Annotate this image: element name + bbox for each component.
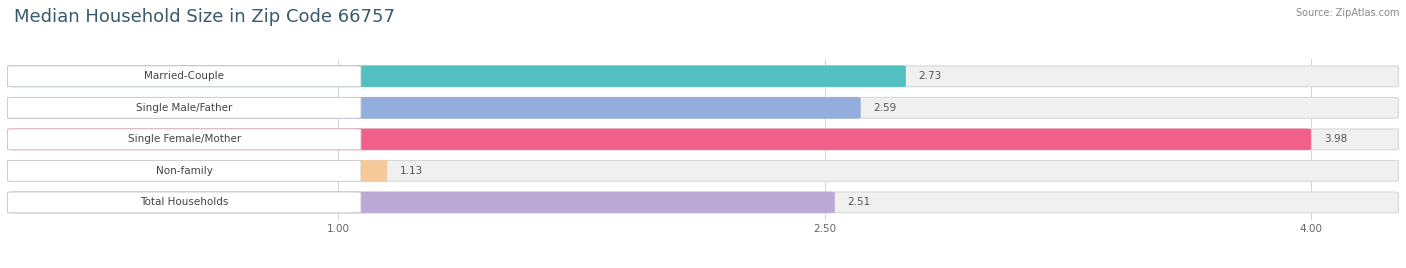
FancyBboxPatch shape <box>7 98 1399 118</box>
Text: 2.73: 2.73 <box>918 71 942 81</box>
FancyBboxPatch shape <box>7 66 361 87</box>
Text: Median Household Size in Zip Code 66757: Median Household Size in Zip Code 66757 <box>14 8 395 26</box>
FancyBboxPatch shape <box>7 129 1310 150</box>
FancyBboxPatch shape <box>7 192 1399 213</box>
Text: 3.98: 3.98 <box>1324 134 1347 144</box>
Text: 2.59: 2.59 <box>873 103 897 113</box>
FancyBboxPatch shape <box>7 192 834 213</box>
FancyBboxPatch shape <box>7 98 361 118</box>
FancyBboxPatch shape <box>7 66 1399 87</box>
Text: Non-family: Non-family <box>156 166 212 176</box>
FancyBboxPatch shape <box>7 161 387 181</box>
FancyBboxPatch shape <box>7 129 361 150</box>
FancyBboxPatch shape <box>7 129 1399 150</box>
Text: Source: ZipAtlas.com: Source: ZipAtlas.com <box>1295 8 1399 18</box>
FancyBboxPatch shape <box>7 192 361 213</box>
FancyBboxPatch shape <box>7 98 860 118</box>
Text: Single Female/Mother: Single Female/Mother <box>128 134 240 144</box>
FancyBboxPatch shape <box>7 161 1399 181</box>
Text: 2.51: 2.51 <box>848 198 870 207</box>
FancyBboxPatch shape <box>7 66 905 87</box>
Text: 1.13: 1.13 <box>399 166 423 176</box>
FancyBboxPatch shape <box>7 161 361 181</box>
Text: Married-Couple: Married-Couple <box>145 71 225 81</box>
Text: Single Male/Father: Single Male/Father <box>136 103 232 113</box>
Text: Total Households: Total Households <box>141 198 228 207</box>
